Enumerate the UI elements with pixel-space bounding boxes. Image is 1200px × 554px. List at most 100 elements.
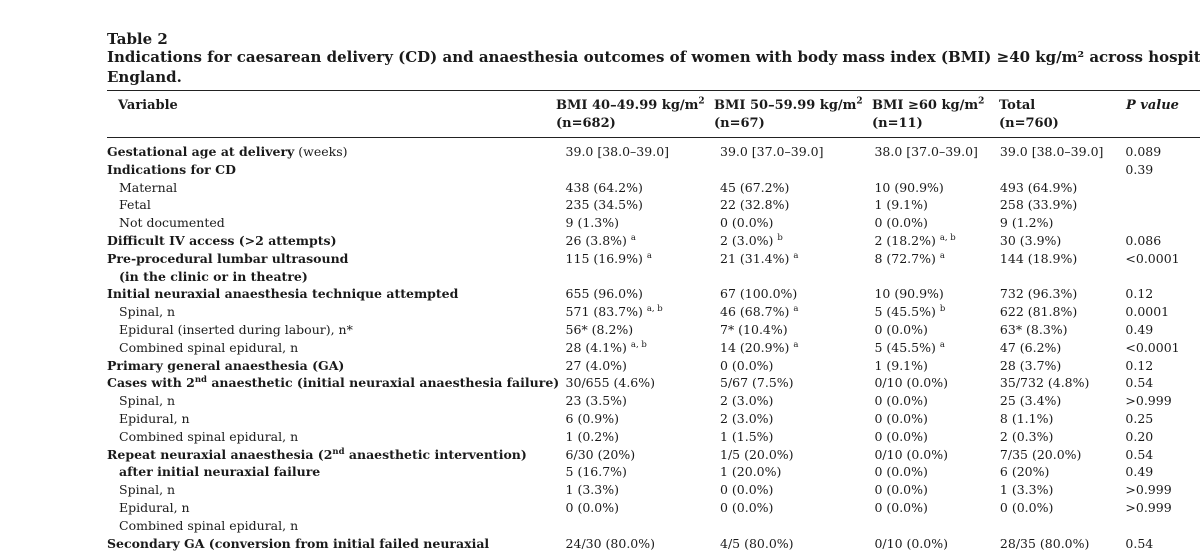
- cell-col-3: 0 (0.0%): [874, 463, 999, 481]
- cell-col-1: [566, 161, 720, 179]
- cell-col-2: [720, 268, 874, 286]
- row-label: Initial neuraxial anaesthesia technique …: [107, 285, 566, 303]
- cell-value: 10 (90.9%): [874, 286, 944, 302]
- table-top-rule: [107, 90, 1200, 91]
- cell-col-2: 0 (0.0%): [720, 214, 874, 232]
- header-col-total-n: (n=760): [999, 116, 1059, 131]
- cell-col-2: 2 (3.0%): [720, 392, 874, 410]
- table-header-rule: [107, 137, 1200, 138]
- cell-value: 5 (16.7%): [565, 464, 627, 480]
- cell-superscript: a, b: [939, 232, 956, 243]
- cell-col-1: 28 (4.1%) a, b: [566, 339, 720, 357]
- row-label-text: Secondary GA (conversion from initial fa…: [107, 535, 490, 551]
- cell-value: 23 (3.5%): [565, 393, 627, 409]
- cell-value: 2 (0.3%): [999, 428, 1054, 444]
- cell-value: 0 (0.0%): [720, 482, 774, 498]
- cell-value: 0 (0.0%): [874, 410, 928, 426]
- cell-p-value: 0.54: [1125, 535, 1154, 551]
- cell-col-1: 27 (4.0%): [566, 357, 720, 375]
- row-label: (in the clinic or in theatre): [107, 268, 566, 286]
- cell-value: 45 (67.2%): [720, 179, 790, 195]
- cell-col-3: 0 (0.0%): [874, 428, 999, 446]
- cell-value: 5 (45.5%): [874, 304, 936, 320]
- cell-p-value: >0.999: [1125, 393, 1172, 409]
- cell-value: 0/10 (0.0%): [874, 375, 949, 391]
- row-label-text: Initial neuraxial anaesthesia technique …: [107, 286, 459, 302]
- row-label: Spinal, n: [107, 481, 566, 499]
- cell-col-4: 39.0 [38.0–39.0]: [1000, 143, 1125, 161]
- cell-value: 2 (3.0%): [720, 410, 774, 426]
- cell-col-2: 39.0 [37.0–39.0]: [720, 143, 874, 161]
- cell-p-value: 0.0001: [1125, 304, 1170, 320]
- row-label-text: (in the clinic or in theatre): [119, 268, 308, 284]
- cell-value: 258 (33.9%): [999, 197, 1078, 213]
- cell-col-4: 30 (3.9%): [1000, 232, 1125, 250]
- row-label: Pre-procedural lumbar ultrasound: [107, 250, 566, 268]
- row-label: Combined spinal epidural, n: [107, 339, 566, 357]
- header-col-bmi-40-n: (n=682): [556, 116, 616, 131]
- cell-superscript: a: [939, 250, 945, 261]
- cell-col-1: 115 (16.9%) a: [566, 250, 720, 268]
- cell-p-value: 0.49: [1125, 464, 1154, 480]
- cell-col-4: 25 (3.4%): [1000, 392, 1125, 410]
- cell-value: 2 (3.0%): [720, 393, 774, 409]
- row-label-suffix: anaesthetic (initial neuraxial anaesthes…: [206, 375, 560, 391]
- cell-value: 1 (9.1%): [874, 197, 928, 213]
- cell-col-3: 0 (0.0%): [874, 214, 999, 232]
- cell-p-value: 0.25: [1125, 410, 1154, 426]
- cell-col-3: 0 (0.0%): [874, 410, 999, 428]
- cell-value: 24/30 (80.0%): [565, 535, 656, 551]
- table-row: Epidural, n 0 (0.0%) 0 (0.0%) 0 (0.0%) 0 (0.…: [107, 499, 1200, 517]
- cell-p-value: 0.12: [1125, 286, 1154, 302]
- table-row: Cases with 2nd anaesthetic (initial neur…: [107, 374, 1200, 392]
- row-label: Combined spinal epidural, n: [107, 428, 566, 446]
- cell-col-1: 1 (3.3%): [566, 481, 720, 499]
- cell-col-4: 63* (8.3%): [1000, 321, 1125, 339]
- cell-value: 622 (81.8%): [999, 304, 1078, 320]
- cell-col-1: 9 (1.3%): [566, 214, 720, 232]
- cell-value: 0 (0.0%): [999, 499, 1054, 515]
- row-label-text: Not documented: [119, 215, 225, 231]
- cell-value: 8 (1.1%): [999, 410, 1054, 426]
- cell-col-4: 1 (3.3%): [1000, 481, 1125, 499]
- cell-value: 28 (3.7%): [999, 357, 1062, 373]
- row-label-text: Primary general anaesthesia (GA): [107, 357, 345, 373]
- row-label-text: after initial neuraxial failure: [119, 464, 321, 480]
- cell-col-4: [1000, 161, 1125, 179]
- cell-value: 0 (0.0%): [720, 499, 774, 515]
- row-label-text: Epidural (inserted during labour), n*: [119, 321, 353, 337]
- cell-col-4: 28 (3.7%): [1000, 357, 1125, 375]
- cell-value: 39.0 [37.0–39.0]: [720, 144, 824, 159]
- cell-p-value: >0.999: [1125, 499, 1172, 515]
- cell-col-2: [720, 517, 874, 535]
- cell-value: 10 (90.9%): [874, 179, 944, 195]
- header-col-bmi-60: BMI ≥60 kg/m2 (n=11): [872, 97, 984, 133]
- cell-value: 9 (1.2%): [999, 215, 1054, 231]
- cell-col-2: [720, 161, 874, 179]
- cell-col-2: 46 (68.7%) a: [720, 303, 874, 321]
- cell-col-2: 2 (3.0%) b: [720, 232, 874, 250]
- cell-p-value: [1125, 196, 1200, 214]
- cell-col-3: 1 (9.1%): [874, 196, 999, 214]
- cell-col-3: 0/10 (0.0%): [874, 446, 999, 464]
- header-variable: Variable: [118, 98, 178, 113]
- cell-value: 493 (64.9%): [999, 179, 1078, 195]
- cell-value: 67 (100.0%): [720, 286, 798, 302]
- cell-col-2: 7* (10.4%): [720, 321, 874, 339]
- cell-col-4: 2 (0.3%): [1000, 428, 1125, 446]
- table-caption: Indications for caesarean delivery (CD) …: [107, 47, 1200, 87]
- table-row: Secondary GA (conversion from initial fa…: [107, 535, 1200, 553]
- cell-col-3: 0/10 (0.0%): [874, 374, 999, 392]
- row-label-text: Maternal: [119, 179, 178, 195]
- cell-value: 30/655 (4.6%): [565, 375, 656, 391]
- table-row: Primary general anaesthesia (GA) 27 (4.0%…: [107, 357, 1200, 375]
- cell-col-4: 732 (96.3%): [1000, 285, 1125, 303]
- row-label: Maternal: [107, 179, 566, 197]
- cell-value: 5/67 (7.5%): [720, 375, 794, 391]
- cell-col-4: 0 (0.0%): [1000, 499, 1125, 517]
- cell-value: 22 (32.8%): [720, 197, 790, 213]
- cell-value: 1 (20.0%): [720, 464, 782, 480]
- cell-col-2: 1 (20.0%): [720, 463, 874, 481]
- cell-value: 0 (0.0%): [874, 482, 928, 498]
